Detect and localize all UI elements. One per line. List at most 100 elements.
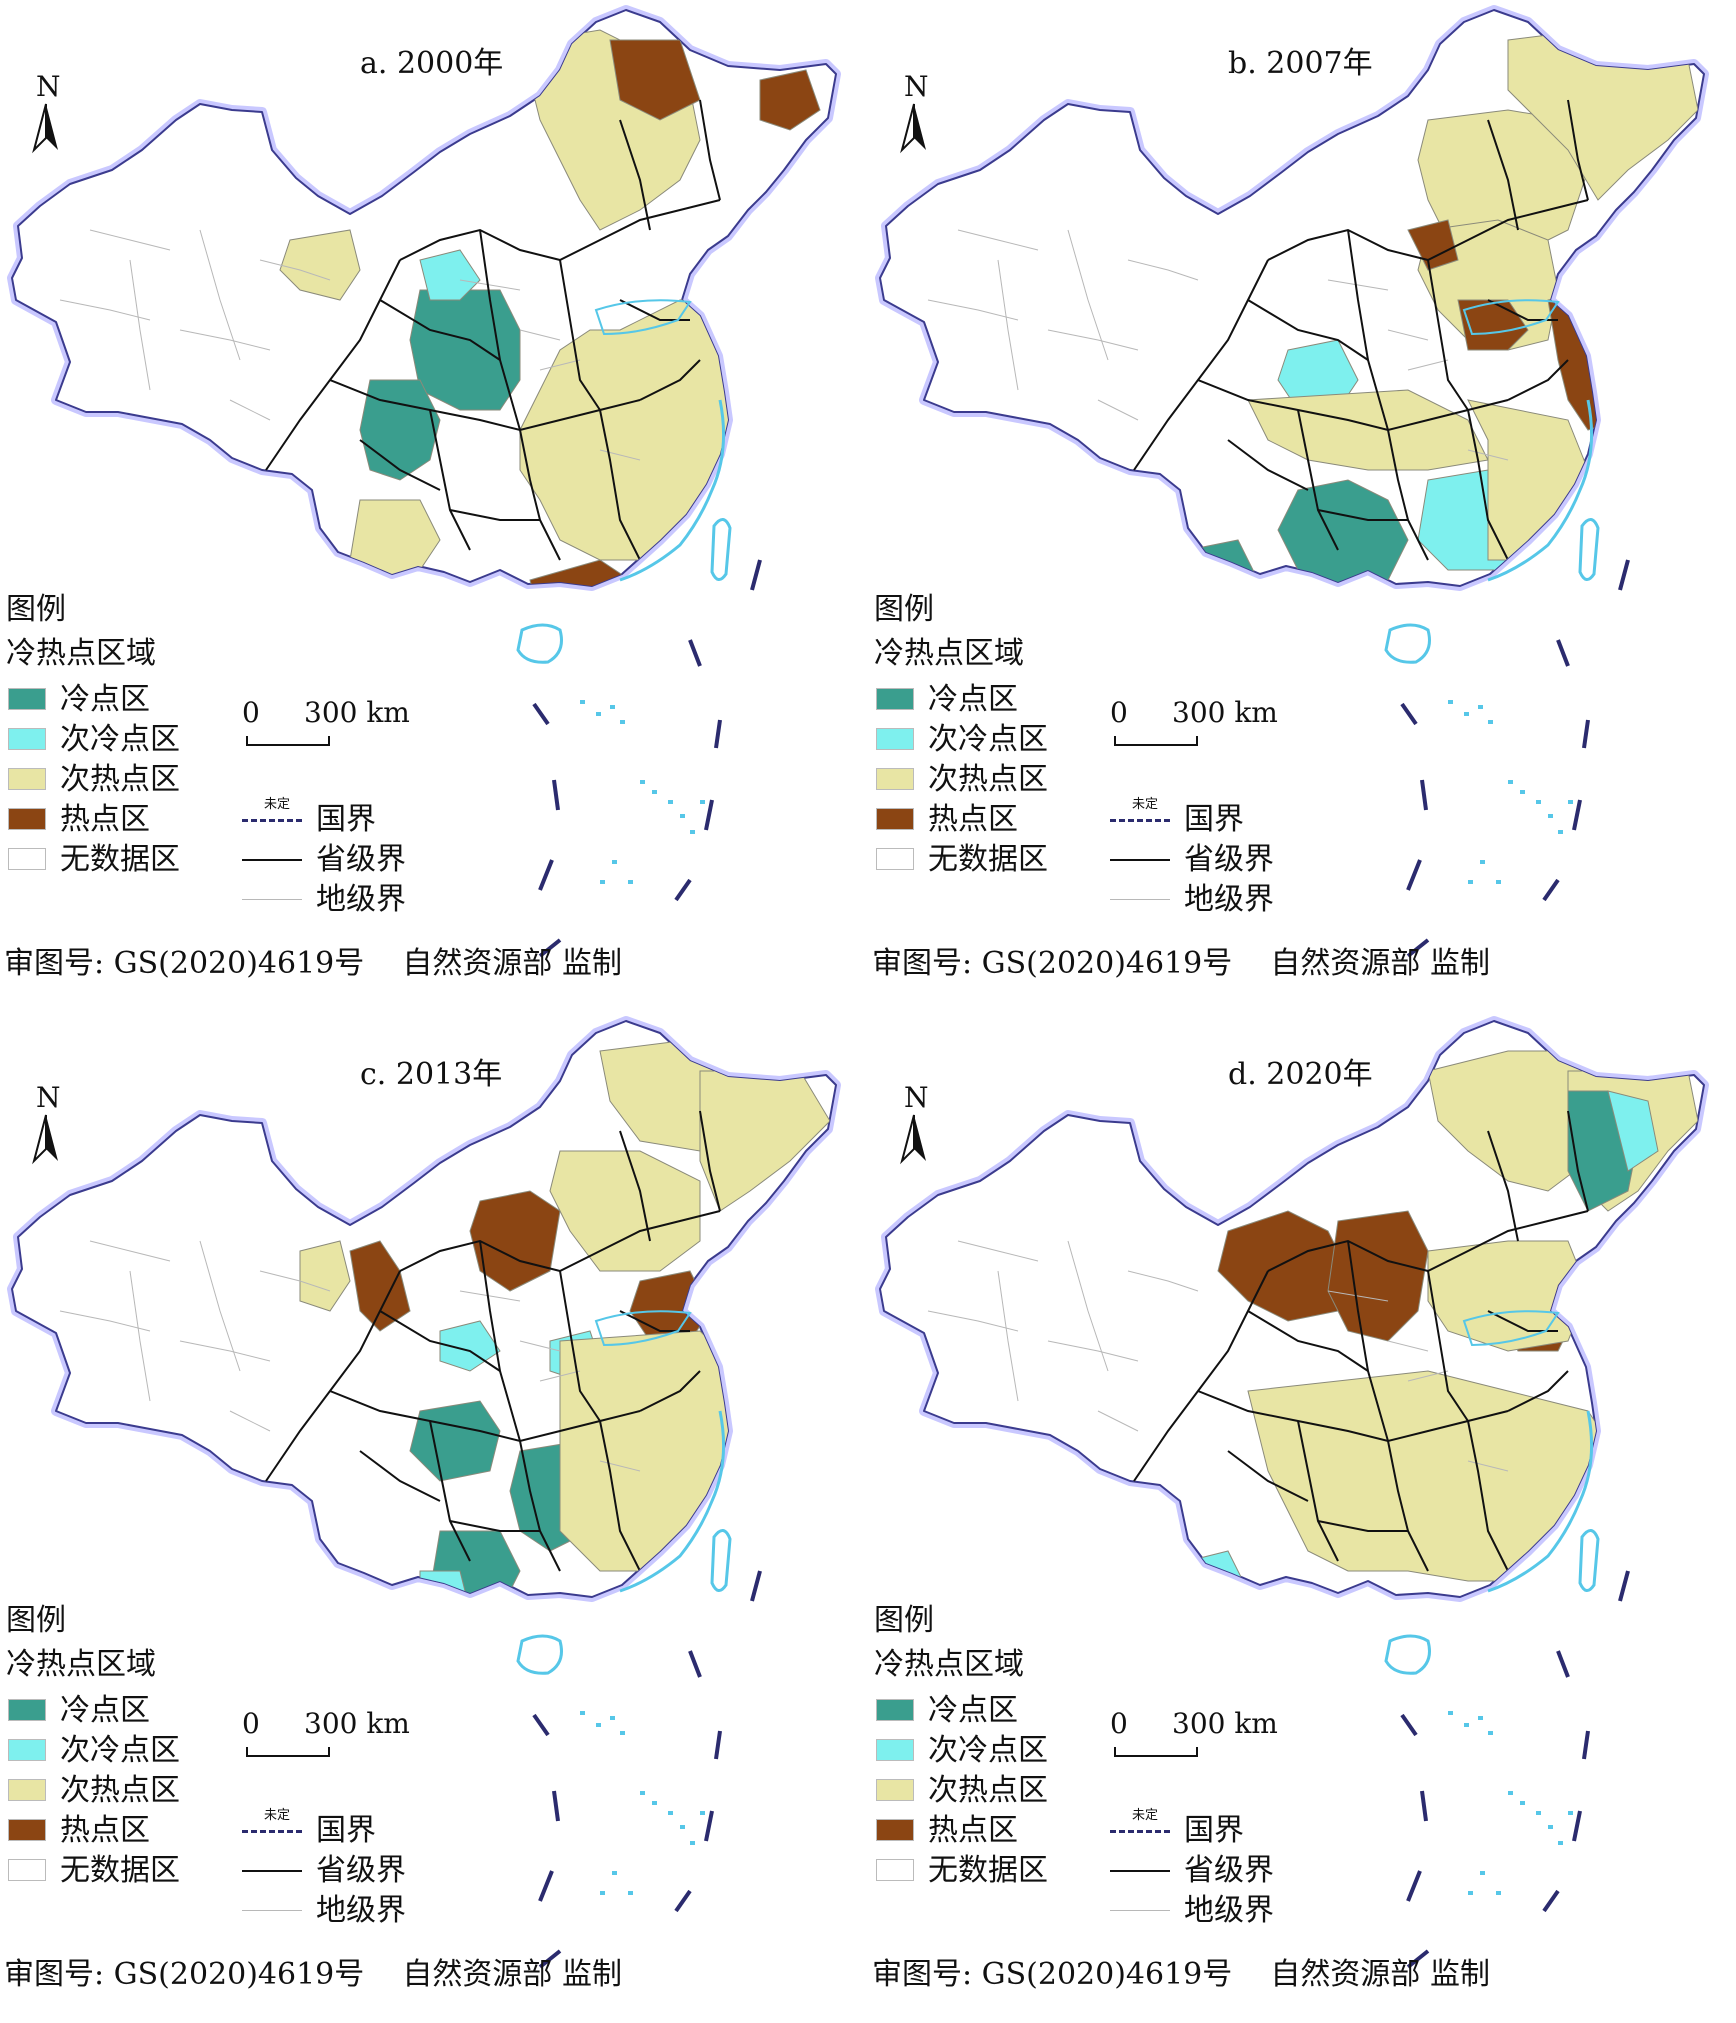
prefectural-boundary — [89, 229, 171, 251]
china-map — [7, 5, 841, 958]
region-2 — [549, 1150, 701, 1272]
provincial-boundary — [1197, 1390, 1509, 1443]
provincial-boundary — [1487, 1310, 1558, 1332]
provincial-boundary — [1567, 1110, 1589, 1212]
map-panel-2020: d. 2020年 N 图例 冷热点区域 冷点区 次冷点区 次热点区 热点区 无数据区 0 300… — [868, 1011, 1736, 2023]
provincial-boundary — [1227, 1450, 1309, 1502]
map-panel-2007: b. 2007年 N 图例 冷热点区域 冷点区 次冷点区 次热点区 热点区 无数据区 0 300… — [868, 0, 1736, 1012]
island — [1568, 800, 1573, 804]
region-5 — [1407, 219, 1459, 271]
prefectural-boundary — [1067, 229, 1109, 361]
island — [1548, 814, 1553, 818]
coastline-north — [1462, 299, 1560, 336]
island — [668, 1811, 673, 1815]
prefectural-boundary — [1467, 1460, 1509, 1472]
island — [652, 1801, 657, 1805]
prefectural-boundary — [1047, 329, 1139, 351]
coastline — [1487, 1410, 1594, 1593]
legend-label: 次热点区 — [60, 1773, 180, 1808]
provincial-boundary — [429, 409, 471, 551]
nine-dash-segment — [1572, 799, 1582, 831]
provincial-boundary — [359, 439, 441, 491]
legend-swatch — [876, 728, 914, 750]
provincial-boundaries — [1133, 1110, 1589, 1572]
nine-dash-segment — [704, 1810, 714, 1842]
legend-swatch — [8, 1819, 46, 1841]
nine-dash-segment — [1572, 1810, 1582, 1842]
nine-dash-segment — [1420, 779, 1428, 811]
island — [580, 1711, 585, 1715]
prefectural-boundary — [1407, 359, 1449, 371]
coastline — [619, 1410, 726, 1593]
island — [1488, 1731, 1493, 1735]
panel-title: b. 2007年 — [1228, 46, 1373, 81]
nine-dash-segment — [532, 702, 550, 726]
island — [690, 830, 695, 834]
provincial-boundary — [329, 1390, 641, 1443]
island — [1548, 1825, 1553, 1829]
provincial-boundary — [1387, 429, 1429, 561]
nine-dash-segment — [674, 878, 692, 902]
provincial-boundary — [1227, 439, 1309, 491]
island — [1536, 800, 1541, 804]
provincial-boundary — [519, 429, 561, 561]
prefectural-boundary — [957, 1240, 1039, 1262]
provincial-boundary — [1507, 359, 1569, 401]
provincial-boundary — [379, 299, 501, 361]
provincial-boundary — [559, 1210, 721, 1272]
north-arrow-icon: N — [896, 70, 932, 160]
legend-label: 热点区 — [60, 1813, 150, 1848]
prefectural-boundary — [1327, 1290, 1389, 1302]
provincial-boundary — [699, 1110, 721, 1212]
legend-label: 无数据区 — [60, 842, 180, 877]
legend-swatch — [876, 768, 914, 790]
island — [1508, 1791, 1513, 1795]
provincial-boundary — [699, 99, 721, 201]
provincial-boundary — [1133, 1270, 1269, 1482]
provincial-boundary — [1567, 99, 1589, 201]
legend: 图例 冷热点区域 冷点区 次冷点区 次热点区 热点区 无数据区 0 300 km 未定 国界 省级界地… — [874, 1599, 1278, 1928]
china-map — [875, 1016, 1709, 1969]
legend-swatch — [876, 1779, 914, 1801]
legend-swatch — [8, 1699, 46, 1721]
prefectural-boundary — [927, 299, 1019, 321]
hainan-island — [1384, 623, 1431, 664]
island — [628, 1891, 633, 1895]
legend-swatch — [8, 808, 46, 830]
legend-label: 次热点区 — [928, 762, 1048, 797]
region-1 — [699, 1070, 831, 1212]
legend-label: 热点区 — [928, 1813, 1018, 1848]
panel-title: d. 2020年 — [1228, 1057, 1373, 1092]
prefectural-boundary — [459, 279, 521, 291]
island — [610, 705, 615, 709]
legend-label: 冷点区 — [60, 1693, 150, 1728]
nine-dash-segment — [714, 719, 722, 749]
island — [1488, 720, 1493, 724]
region-6 — [1277, 479, 1409, 586]
legend-subtitle: 冷热点区域 — [6, 1647, 156, 1682]
prefectural-boundary — [1327, 279, 1389, 291]
prefectural-boundary — [599, 1460, 641, 1472]
provincial-boundary — [449, 509, 540, 521]
provincial-boundary — [449, 1520, 540, 1532]
prefectural-boundary — [997, 259, 1019, 391]
nine-dash-segment — [704, 799, 714, 831]
prefectural-boundary — [927, 1310, 1019, 1332]
legend-label: 次冷点区 — [928, 1733, 1048, 1768]
prefectural-boundaries — [59, 1240, 641, 1472]
island — [612, 1871, 617, 1875]
provincial-boundary — [265, 259, 401, 471]
island — [1508, 780, 1513, 784]
map-footer: 审图号: GS(2020)4619号 自然资源部 监制 — [4, 1957, 622, 1992]
coastline-north — [1462, 1310, 1560, 1347]
provincial-boundary — [519, 1440, 561, 1572]
legend-swatch — [876, 688, 914, 710]
island — [1448, 700, 1453, 704]
legend-label: 冷点区 — [60, 682, 150, 717]
prefectural-boundaries — [927, 1240, 1509, 1472]
prefectural-boundary — [599, 449, 641, 461]
provincial-boundary — [559, 199, 721, 261]
prefectural-boundary — [259, 259, 331, 281]
island — [680, 1825, 685, 1829]
legend-swatch — [876, 808, 914, 830]
